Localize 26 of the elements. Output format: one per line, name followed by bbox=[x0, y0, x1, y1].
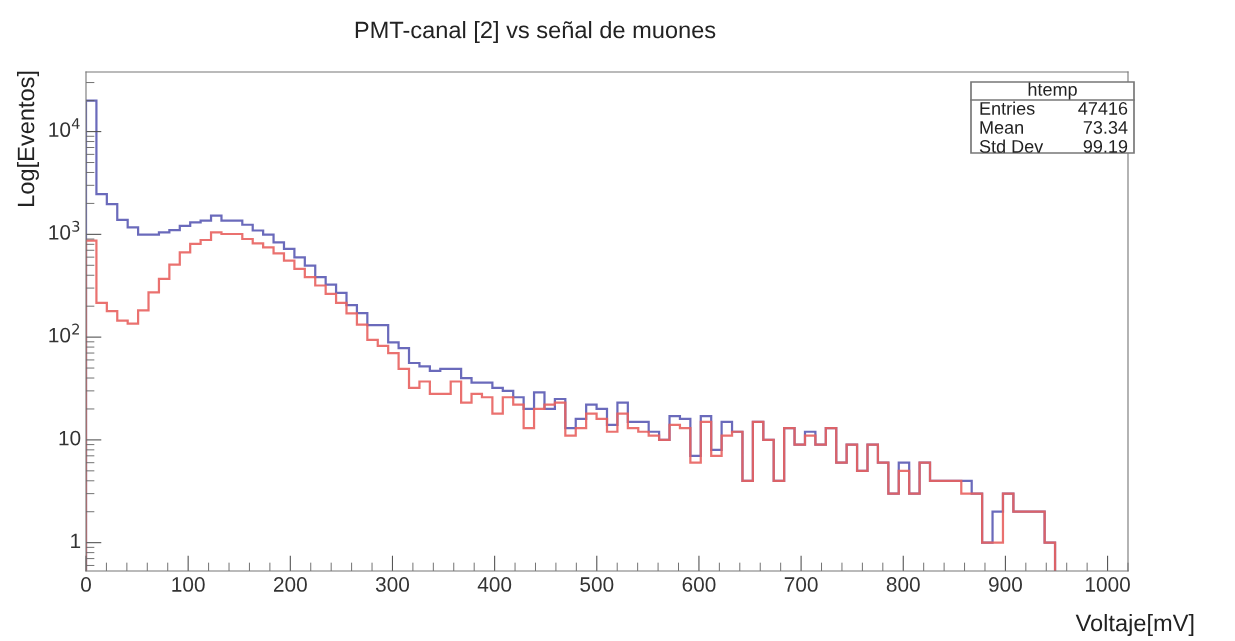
x-tick-label: 800 bbox=[886, 577, 920, 592]
y-tick-label: 10$^{3}$ bbox=[49, 220, 80, 240]
annotation: 99.19 bbox=[1083, 140, 1128, 153]
chart-title: PMT-canal [2] vs señal de muones bbox=[355, 21, 716, 44]
x-tick-label: 300 bbox=[375, 577, 410, 592]
annotation: Std Dev bbox=[979, 139, 1044, 153]
annotation: 47416 bbox=[1078, 102, 1128, 115]
annotation: htemp bbox=[1028, 82, 1077, 100]
y-tick-label: 10 bbox=[59, 430, 81, 446]
x-tick-label: 900 bbox=[989, 577, 1022, 592]
y-tick-label: 10$^{2}$ bbox=[49, 323, 79, 343]
x-tick-label: 400 bbox=[477, 577, 512, 592]
annotation: Mean bbox=[980, 121, 1023, 134]
y-tick-label: 10$^{4}$ bbox=[49, 118, 80, 138]
y-axis-title: Log[Eventos] bbox=[17, 71, 39, 206]
annotation: 73.34 bbox=[1083, 121, 1128, 134]
x-tick-label: 500 bbox=[580, 577, 614, 592]
x-axis-title: Voltaje[mV] bbox=[1075, 613, 1194, 637]
y-tick-label: 1 bbox=[71, 533, 81, 549]
annotation: Entries bbox=[980, 101, 1035, 115]
x-tick-label: 0 bbox=[81, 577, 91, 592]
x-tick-label: 200 bbox=[273, 577, 307, 592]
x-tick-label: 600 bbox=[682, 577, 716, 592]
x-tick-label: 700 bbox=[784, 577, 818, 592]
x-tick-label: 1000 bbox=[1085, 577, 1130, 592]
x-tick-label: 100 bbox=[172, 577, 205, 592]
